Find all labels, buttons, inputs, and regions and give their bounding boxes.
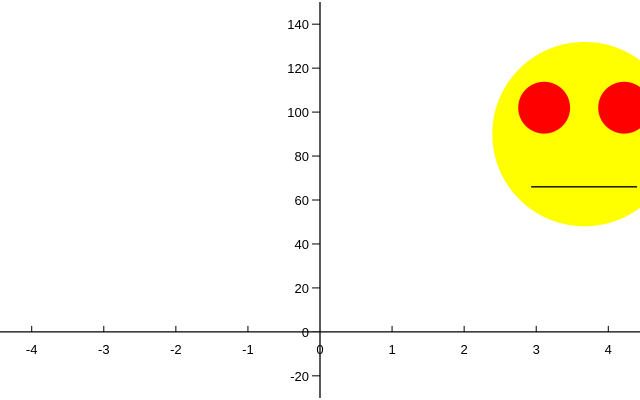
x-axis-ticks: -4 -3 -2 -1 0 1 2 3 4: [26, 325, 612, 357]
x-tick-label: -2: [170, 342, 182, 357]
y-tick-label: 60: [295, 193, 309, 208]
face: [492, 41, 640, 227]
x-tick-label: 4: [605, 342, 612, 357]
left-eye: [518, 81, 571, 134]
smiley-face: [492, 41, 640, 227]
right-eye: [598, 81, 640, 134]
y-tick-label: 80: [295, 149, 309, 164]
y-tick-label: 100: [287, 105, 309, 120]
x-tick-label: -4: [26, 342, 38, 357]
x-tick-label: 3: [533, 342, 540, 357]
y-tick-label: 120: [287, 61, 309, 76]
y-tick-label: 140: [287, 17, 309, 32]
x-tick-label: 0: [316, 342, 323, 357]
y-tick-label: 40: [295, 237, 309, 252]
y-tick-label: 20: [295, 281, 309, 296]
x-tick-label: 2: [461, 342, 468, 357]
y-tick-label: 0: [302, 325, 309, 340]
x-tick-label: 1: [388, 342, 395, 357]
x-tick-label: -3: [98, 342, 110, 357]
y-tick-label: -20: [290, 369, 309, 384]
y-axis-ticks: -20 0 20 40 60 80 100 120 140: [287, 17, 320, 384]
x-tick-label: -1: [242, 342, 254, 357]
